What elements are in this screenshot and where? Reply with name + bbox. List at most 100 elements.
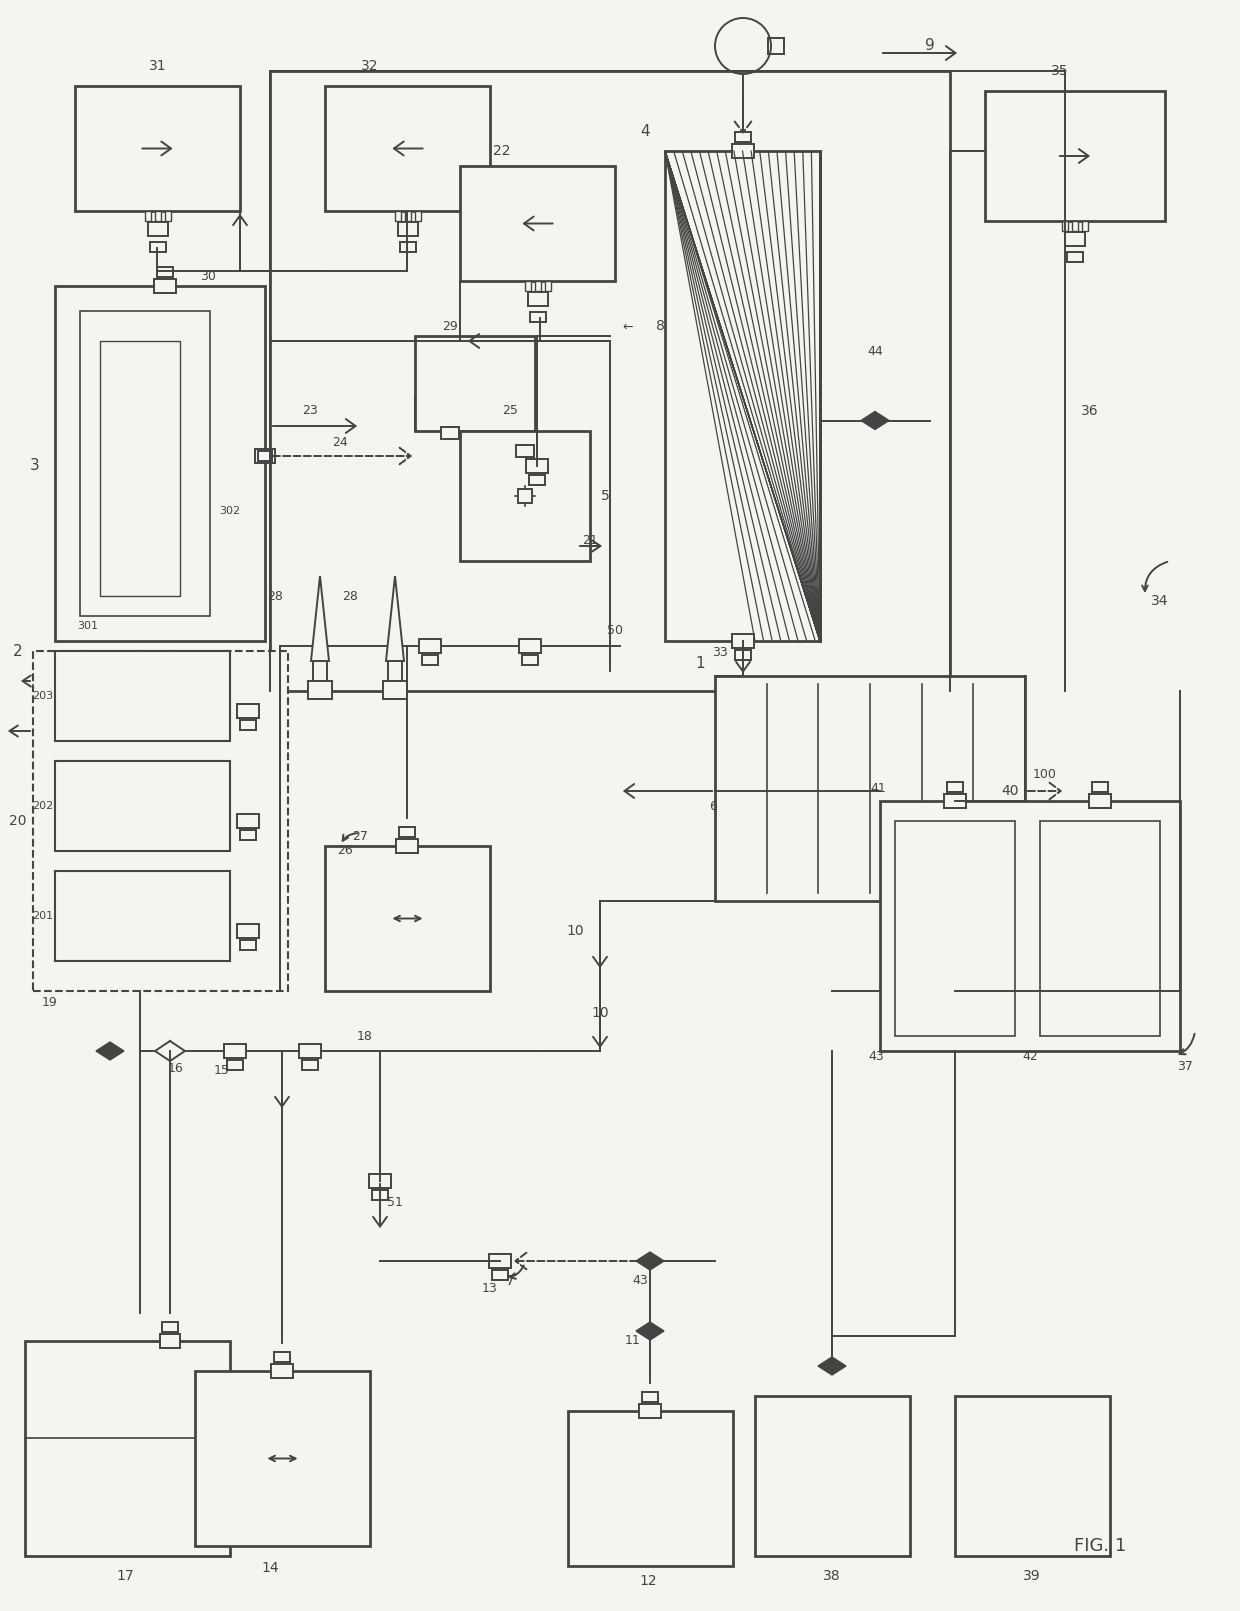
Text: 51: 51 [387, 1197, 403, 1210]
Text: 100: 100 [1033, 768, 1056, 781]
Bar [732, 143, 754, 158]
Bar [415, 337, 534, 432]
Text: 13: 13 [482, 1282, 498, 1295]
Bar [145, 211, 150, 221]
Bar [568, 1411, 733, 1566]
Bar [489, 1253, 511, 1268]
Bar [1065, 232, 1085, 246]
Text: 50: 50 [608, 625, 622, 638]
Bar [399, 242, 415, 251]
Text: 15: 15 [215, 1065, 229, 1078]
Text: 7: 7 [506, 1274, 515, 1289]
Text: 18: 18 [357, 1029, 373, 1042]
Bar [398, 222, 418, 235]
Text: 40: 40 [1001, 785, 1019, 797]
Bar [195, 1371, 370, 1547]
Bar [414, 211, 420, 221]
Bar [985, 90, 1166, 221]
Text: 16: 16 [169, 1063, 184, 1076]
Polygon shape [818, 1356, 846, 1376]
Bar [154, 279, 176, 293]
Text: 203: 203 [32, 691, 53, 701]
Bar [734, 132, 750, 142]
Polygon shape [311, 577, 329, 661]
Bar [526, 459, 548, 474]
Text: 30: 30 [200, 269, 216, 282]
Bar [522, 656, 538, 665]
Bar [1092, 781, 1109, 793]
Text: 28: 28 [267, 590, 283, 603]
Bar [394, 211, 401, 221]
Bar [1083, 221, 1087, 230]
Bar [388, 661, 402, 681]
Bar [1066, 251, 1083, 263]
Bar [224, 1044, 246, 1058]
Bar [33, 651, 288, 991]
Bar [74, 85, 241, 211]
Bar [665, 151, 820, 641]
Text: 32: 32 [361, 60, 378, 72]
Text: 41: 41 [870, 783, 885, 796]
Text: 38: 38 [823, 1569, 841, 1584]
Bar [237, 925, 259, 938]
Bar [299, 1044, 321, 1058]
Bar [274, 1352, 290, 1361]
Bar [529, 313, 546, 322]
Text: 202: 202 [32, 801, 53, 810]
Text: 5: 5 [600, 490, 609, 503]
Polygon shape [636, 1323, 663, 1340]
Bar [227, 1060, 243, 1070]
Bar [55, 760, 229, 851]
Text: 34: 34 [1151, 594, 1169, 607]
Text: $\leftarrow$: $\leftarrow$ [620, 319, 634, 332]
Bar [155, 211, 160, 221]
Bar [422, 656, 438, 665]
Bar [768, 39, 784, 55]
Text: 39: 39 [1023, 1569, 1040, 1584]
Bar [715, 677, 1025, 901]
Text: 10: 10 [591, 1005, 609, 1020]
Bar [1089, 794, 1111, 809]
Bar [258, 451, 272, 461]
Text: 17: 17 [117, 1569, 134, 1584]
Text: 37: 37 [1177, 1060, 1193, 1073]
Bar [529, 475, 546, 485]
Bar [734, 649, 750, 661]
Bar [544, 280, 551, 292]
Text: 29: 29 [443, 319, 458, 332]
Bar [383, 681, 407, 699]
Text: 31: 31 [149, 60, 167, 72]
Text: 42: 42 [1022, 1049, 1038, 1063]
Bar [639, 1405, 661, 1418]
Text: 10: 10 [567, 925, 584, 938]
Bar [25, 1340, 229, 1556]
Bar [308, 681, 332, 699]
Bar [100, 342, 180, 596]
Bar [460, 432, 590, 561]
Text: 26: 26 [337, 844, 353, 857]
Bar [148, 222, 167, 235]
Text: 24: 24 [332, 437, 348, 449]
Bar [370, 1174, 391, 1187]
Bar [955, 1397, 1110, 1556]
Bar [441, 427, 459, 440]
Bar [241, 720, 255, 730]
Bar [241, 830, 255, 839]
Polygon shape [95, 1042, 124, 1060]
Bar [755, 1397, 910, 1556]
Text: 25: 25 [502, 404, 518, 417]
Bar [516, 445, 534, 458]
Text: 23: 23 [303, 404, 317, 417]
Bar [270, 71, 950, 691]
Text: 4: 4 [640, 124, 650, 139]
Text: 11: 11 [625, 1334, 641, 1347]
Text: 33: 33 [712, 646, 728, 659]
Text: 302: 302 [219, 506, 241, 516]
Bar [312, 661, 327, 681]
Bar [944, 794, 966, 809]
Bar [372, 1191, 388, 1200]
Polygon shape [386, 577, 404, 661]
Text: FIG. 1: FIG. 1 [1074, 1537, 1126, 1555]
Text: 1: 1 [696, 656, 704, 670]
Text: 14: 14 [262, 1561, 279, 1576]
